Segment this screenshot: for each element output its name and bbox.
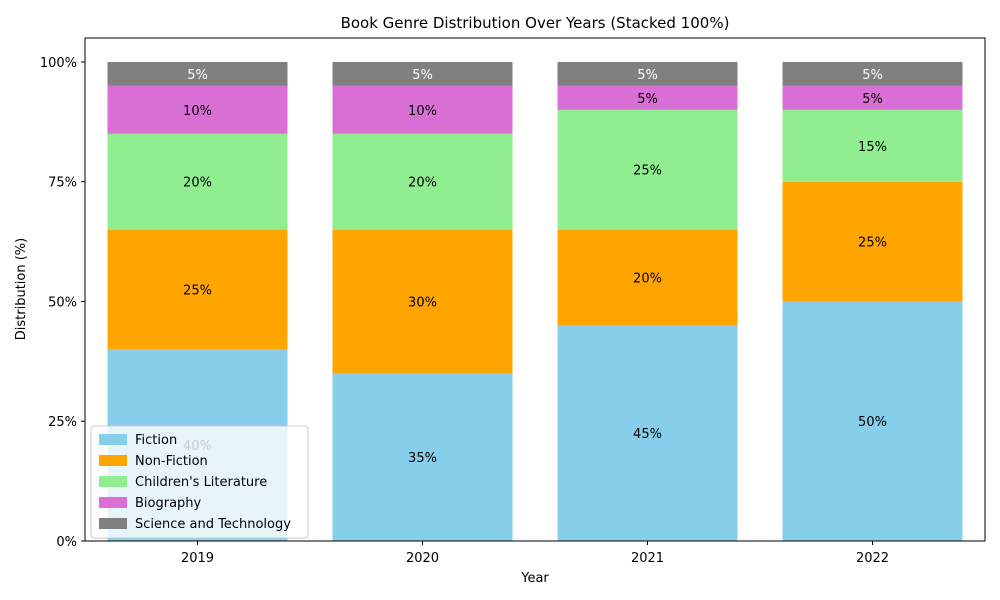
bar-biography-2020: [332, 85, 513, 134]
data-label-science-and-technology-2019: 5%: [187, 68, 208, 83]
bar-non-fiction-2021: [557, 229, 738, 326]
data-label-non-fiction-2020: 30%: [408, 295, 437, 310]
y-tick-label: 50%: [48, 295, 77, 310]
data-label-children-s-literature-2022: 15%: [858, 140, 887, 155]
y-tick-label: 75%: [48, 176, 77, 191]
bars-layer: [107, 61, 963, 541]
x-axis-label: Year: [520, 571, 549, 586]
bar-fiction-2020: [332, 373, 513, 541]
y-tick-label: 25%: [48, 415, 77, 430]
chart-title: Book Genre Distribution Over Years (Stac…: [341, 14, 730, 32]
data-label-non-fiction-2021: 20%: [633, 272, 662, 287]
data-label-fiction-2020: 35%: [408, 451, 437, 466]
legend: Fiction Non-Fiction Children's Literature B…: [90, 425, 309, 539]
data-label-children-s-literature-2021: 25%: [633, 164, 662, 179]
data-label-science-and-technology-2022: 5%: [862, 68, 883, 83]
bar-fiction-2022: [782, 301, 963, 541]
legend-swatch-non-fiction: [99, 455, 127, 466]
legend-swatch-children-s-literature: [99, 476, 127, 487]
bar-science-and-technology-2021: [557, 61, 738, 86]
bar-biography-2021: [557, 85, 738, 110]
data-label-science-and-technology-2021: 5%: [637, 68, 658, 83]
bar-fiction-2021: [557, 325, 738, 541]
x-tick-label-2020: 2020: [406, 551, 439, 566]
legend-swatch-fiction: [99, 434, 127, 445]
x-tick-label-2019: 2019: [181, 551, 214, 566]
bar-science-and-technology-2020: [332, 61, 513, 86]
bar-biography-2022: [782, 85, 963, 110]
bar-non-fiction-2022: [782, 181, 963, 302]
legend-label-non-fiction: Non-Fiction: [135, 454, 208, 469]
axes-layer: 0% 25% 50% 75% 100% 2019 2020 2021 2022: [40, 37, 986, 566]
data-label-biography-2021: 5%: [637, 92, 658, 107]
legend-swatch-science-and-technology: [99, 518, 127, 529]
data-label-fiction-2022: 50%: [858, 415, 887, 430]
bar-biography-2019: [107, 85, 288, 134]
data-label-non-fiction-2019: 25%: [183, 284, 212, 299]
bar-children-s-literature-2022: [782, 109, 963, 182]
data-label-biography-2020: 10%: [408, 104, 437, 119]
bar-children-s-literature-2019: [107, 133, 288, 230]
legend-label-fiction: Fiction: [135, 433, 177, 448]
bar-children-s-literature-2020: [332, 133, 513, 230]
data-label-non-fiction-2022: 25%: [858, 236, 887, 251]
data-label-children-s-literature-2020: 20%: [408, 176, 437, 191]
data-label-biography-2022: 5%: [862, 92, 883, 107]
y-tick-label: 0%: [56, 535, 77, 550]
legend-box: [90, 425, 309, 539]
y-tick-label: 100%: [40, 56, 77, 71]
x-tick-label-2022: 2022: [856, 551, 889, 566]
legend-label-children-s-literature: Children's Literature: [135, 475, 267, 490]
legend-label-biography: Biography: [135, 496, 202, 511]
data-label-children-s-literature-2019: 20%: [183, 176, 212, 191]
data-labels-layer: 40%25%20%10%5%35%30%20%10%5%45%20%25%5%5…: [183, 68, 887, 466]
data-label-biography-2019: 10%: [183, 104, 212, 119]
bar-non-fiction-2020: [332, 229, 513, 374]
data-label-fiction-2021: 45%: [633, 427, 662, 442]
bar-science-and-technology-2022: [782, 61, 963, 86]
data-label-science-and-technology-2020: 5%: [412, 68, 433, 83]
y-axis-label: Distribution (%): [14, 238, 29, 340]
bar-children-s-literature-2021: [557, 109, 738, 230]
bar-science-and-technology-2019: [107, 61, 288, 86]
legend-swatch-biography: [99, 497, 127, 508]
plot-frame: [84, 37, 986, 542]
legend-label-science-and-technology: Science and Technology: [135, 517, 291, 532]
x-tick-label-2021: 2021: [631, 551, 664, 566]
bar-non-fiction-2019: [107, 229, 288, 350]
